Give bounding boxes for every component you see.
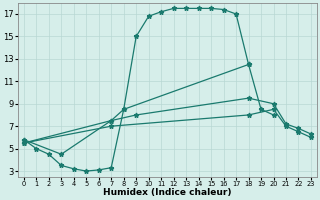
X-axis label: Humidex (Indice chaleur): Humidex (Indice chaleur)	[103, 188, 232, 197]
